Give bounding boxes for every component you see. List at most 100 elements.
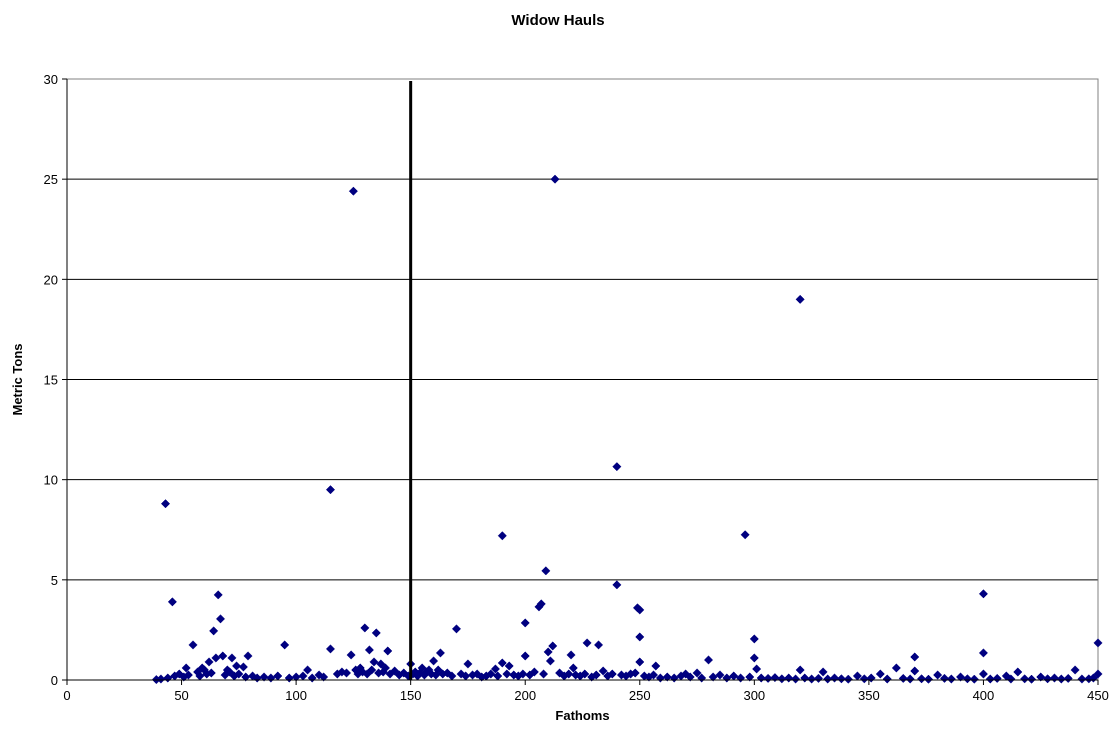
data-point (341, 668, 352, 678)
data-point (218, 651, 228, 661)
data-point (319, 672, 329, 682)
chart-title: Widow Hauls (511, 12, 604, 29)
gridlines (67, 78, 1098, 581)
data-point (836, 674, 846, 684)
data-point (946, 674, 956, 684)
data-point (703, 655, 714, 665)
data-point (749, 653, 759, 663)
data-point (891, 663, 901, 673)
data-point (985, 674, 995, 684)
data-point (612, 462, 622, 472)
data-point (307, 673, 317, 683)
data-point (538, 669, 549, 679)
data-point (630, 668, 640, 678)
data-point (536, 599, 546, 609)
data-point (598, 666, 608, 676)
data-point (541, 566, 551, 576)
data-point (692, 668, 702, 678)
data-point (917, 674, 927, 684)
data-point (1070, 665, 1080, 675)
data-point (813, 673, 824, 683)
data-point (490, 664, 500, 674)
data-point (497, 658, 507, 668)
data-point (843, 674, 853, 684)
data-point (770, 673, 780, 683)
x-tick-label: 50 (174, 688, 188, 703)
data-point (211, 653, 221, 663)
data-point (978, 589, 988, 599)
data-point (472, 669, 482, 679)
x-tick-label: 200 (514, 688, 536, 703)
data-point (1043, 674, 1053, 684)
data-point (378, 667, 388, 677)
data-point (520, 618, 530, 628)
data-point (1020, 674, 1030, 684)
data-point (791, 674, 801, 684)
data-point (213, 590, 223, 600)
data-point (905, 674, 915, 684)
data-point (582, 638, 592, 648)
data-point (325, 485, 336, 495)
data-point (346, 650, 356, 660)
x-tick-label: 100 (285, 688, 307, 703)
data-point (383, 646, 393, 656)
data-point (371, 628, 381, 638)
data-point (978, 669, 988, 679)
data-point (298, 671, 308, 681)
data-point (564, 669, 574, 679)
data-point (451, 624, 462, 634)
data-point (740, 530, 750, 540)
x-tick-label: 450 (1087, 688, 1109, 703)
data-point (284, 673, 294, 683)
data-point (160, 499, 171, 509)
data-point (429, 656, 439, 666)
data-point (807, 674, 817, 684)
data-point (273, 671, 283, 681)
data-point (866, 673, 876, 683)
data-point (1093, 669, 1103, 679)
data-point (215, 614, 226, 624)
data-point (777, 674, 787, 684)
data-point (635, 657, 645, 667)
y-tick-label: 30 (44, 72, 58, 87)
data-point (1063, 673, 1073, 683)
data-point (729, 671, 739, 681)
y-tick-label: 10 (44, 473, 58, 488)
y-tick-label: 20 (44, 272, 58, 287)
data-point (1049, 673, 1060, 683)
data-point (486, 669, 496, 679)
data-point (580, 669, 590, 679)
data-point (493, 671, 503, 681)
data-point (635, 632, 645, 642)
data-point (591, 670, 601, 680)
y-tick-label: 25 (44, 172, 58, 187)
data-point (266, 673, 276, 683)
data-point (969, 674, 979, 684)
data-point (715, 670, 725, 680)
data-point (752, 664, 762, 674)
data-point (234, 669, 244, 679)
axes (62, 78, 1099, 685)
data-point (504, 661, 514, 671)
data-point (745, 672, 755, 682)
data-point (736, 673, 746, 683)
data-point (651, 661, 661, 671)
data-point (225, 667, 235, 677)
data-point (722, 673, 732, 683)
data-point (181, 663, 191, 673)
data-point (955, 672, 966, 682)
data-point (681, 669, 691, 679)
data-point (463, 659, 473, 669)
data-point (685, 672, 695, 682)
data-point (204, 657, 214, 667)
data-point (882, 674, 892, 684)
data-point (238, 662, 248, 672)
data-point (163, 673, 173, 683)
data-point (206, 668, 216, 678)
data-point (1093, 638, 1103, 648)
data-point (548, 641, 558, 651)
data-point (243, 651, 253, 661)
data-point (209, 626, 219, 636)
data-point (1013, 667, 1023, 677)
